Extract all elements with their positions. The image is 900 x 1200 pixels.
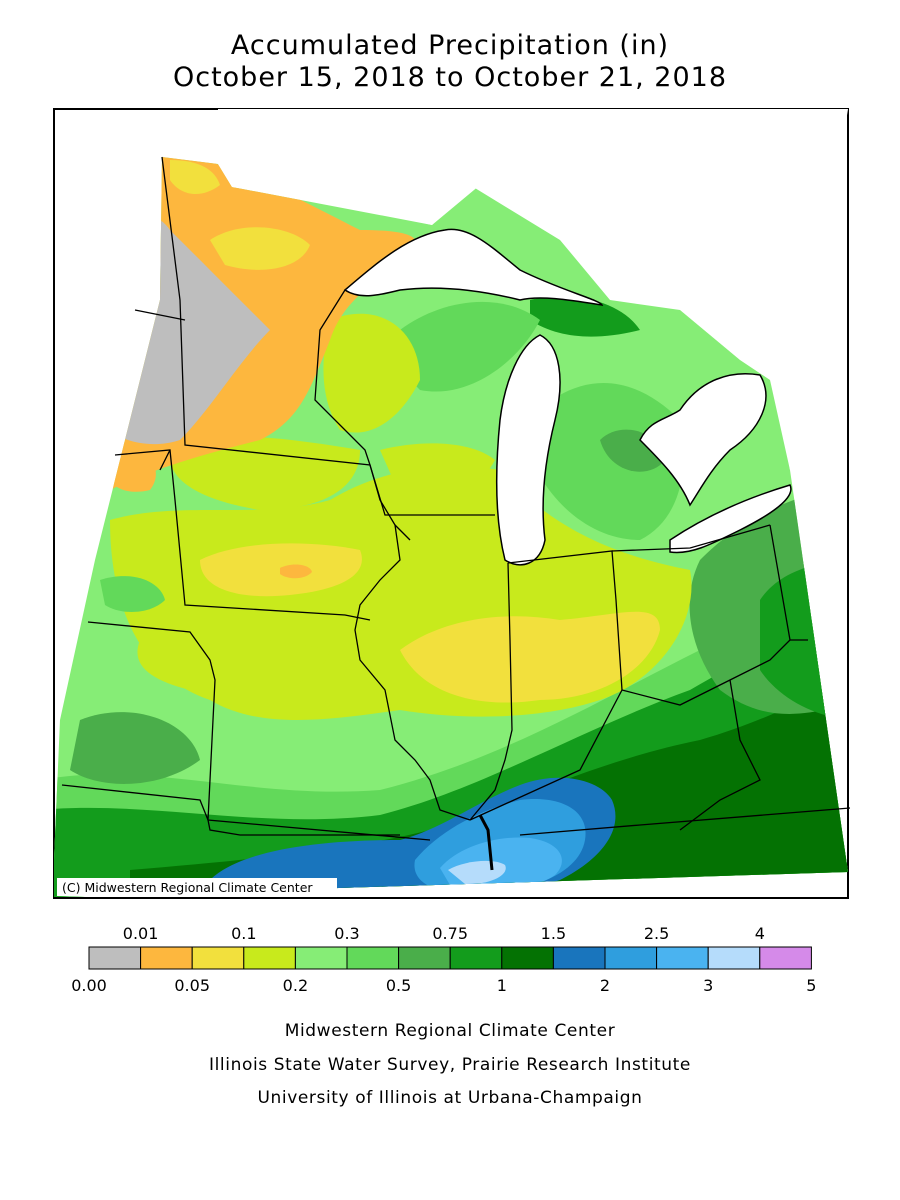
legend-swatch	[294, 946, 348, 970]
legend-top-label: 0.1	[231, 924, 256, 943]
legend-bottom-label: 5	[806, 976, 816, 995]
legend-bottom-label: 0.5	[386, 976, 411, 995]
legend-swatch	[346, 946, 400, 970]
canada-region	[218, 109, 848, 470]
legend-swatch	[140, 946, 193, 970]
legend-bottom-label: 0.00	[71, 976, 107, 995]
legend-top-label: 4	[755, 924, 765, 943]
legend-swatch	[656, 946, 709, 970]
legend-swatch	[191, 946, 245, 970]
map-title: Accumulated Precipitation (in)	[230, 30, 670, 61]
lake-huron	[639, 373, 767, 507]
legend-bottom-label: 0.05	[174, 976, 210, 995]
legend-top-label: 1.5	[541, 924, 566, 943]
legend-bottom-label: 0.2	[283, 976, 308, 995]
legend-bottom-label: 3	[703, 976, 713, 995]
great-lakes	[343, 228, 792, 566]
legend-swatch	[398, 946, 451, 970]
legend-swatch	[604, 946, 658, 970]
legend-swatch	[88, 946, 142, 970]
legend: 0.01 0.1 0.3 0.75 1.5 2.5 4 0.00 0.05 0.2 0.5 1 2 3 5	[71, 924, 816, 995]
map-date-range: October 15, 2018 to October 21, 2018	[172, 62, 727, 93]
footer-line-1: Midwestern Regional Climate Center	[284, 1021, 616, 1041]
footer-line-2: Illinois State Water Survey, Prairie Res…	[209, 1055, 691, 1075]
legend-swatch	[501, 946, 554, 970]
footer-line-3: University of Illinois at Urbana-Champai…	[257, 1088, 643, 1108]
legend-top-label: 2.5	[644, 924, 669, 943]
lake-michigan	[495, 334, 561, 566]
lake-superior	[343, 228, 604, 306]
map-credit-box	[57, 878, 337, 896]
legend-bottom-label: 2	[600, 976, 610, 995]
lake-erie	[669, 484, 792, 554]
map-credit: (C) Midwestern Regional Climate Center	[62, 880, 313, 895]
legend-swatch	[552, 946, 606, 970]
state-boundaries	[61, 156, 851, 841]
legend-swatch	[243, 946, 296, 970]
legend-swatch	[449, 946, 503, 970]
legend-swatch	[759, 946, 812, 970]
legend-bottom-label: 1	[497, 976, 507, 995]
mississippi-river	[478, 814, 494, 871]
legend-swatch	[707, 946, 761, 970]
legend-top-label: 0.75	[432, 924, 468, 943]
legend-top-label: 0.01	[123, 924, 159, 943]
legend-top-label: 0.3	[334, 924, 359, 943]
